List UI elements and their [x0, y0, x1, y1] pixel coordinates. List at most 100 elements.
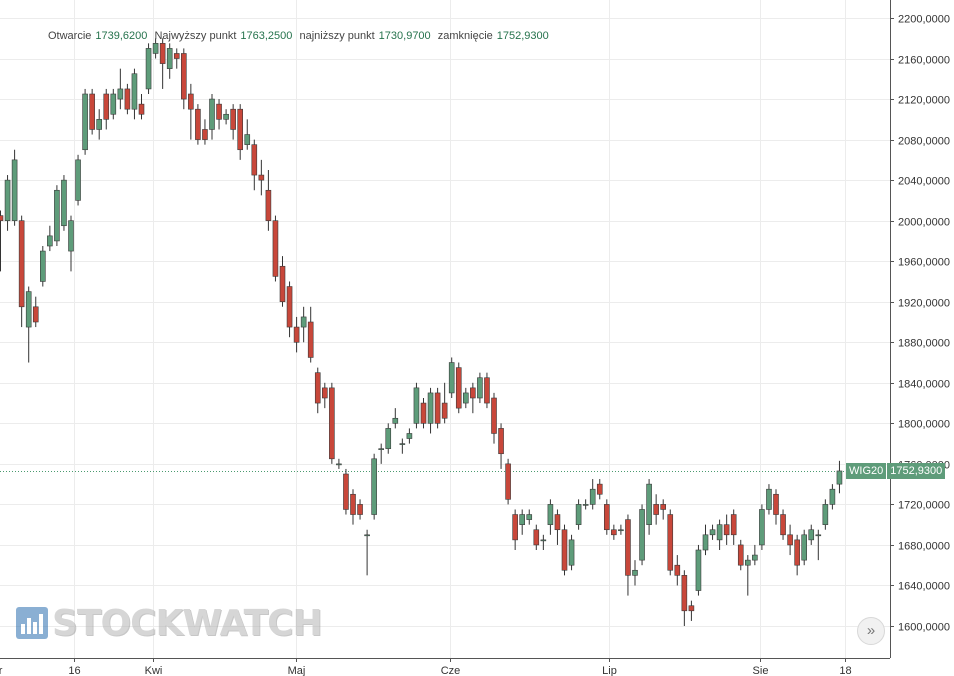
candle-body: [61, 179, 67, 227]
candle: [4, 175, 11, 231]
candle-body: [836, 470, 843, 485]
candle: [152, 38, 159, 59]
candle: [131, 68, 138, 120]
candle: [378, 443, 385, 464]
candle-body: [737, 544, 744, 566]
candle: [533, 524, 540, 550]
candle: [89, 88, 95, 135]
high-label: Najwyższy punkt: [154, 30, 237, 42]
candle: [18, 215, 25, 328]
candle-body: [378, 448, 385, 450]
candle-body: [505, 463, 511, 500]
y-tick-label: 2120,0000: [898, 95, 950, 107]
candle-body: [244, 134, 251, 145]
candle: [392, 408, 399, 429]
candle-body: [441, 402, 448, 419]
candle: [730, 509, 737, 545]
candle: [681, 570, 688, 626]
candle: [787, 524, 793, 556]
y-tick-label: 1920,0000: [898, 298, 950, 310]
candle: [596, 479, 603, 500]
candle: [723, 514, 730, 545]
x-tick-label: Sie: [753, 665, 769, 676]
candle-body: [808, 529, 815, 541]
candle: [364, 529, 370, 576]
low-value: 1730,9700: [378, 30, 431, 42]
price-tag-symbol: WIG20: [846, 463, 887, 479]
candle-body: [251, 144, 258, 176]
candle: [759, 504, 765, 550]
candle-body: [533, 529, 540, 546]
candle: [477, 372, 483, 404]
candles: [0, 38, 843, 626]
candle-body: [512, 514, 518, 541]
candle: [279, 256, 286, 307]
candle: [188, 83, 194, 140]
bar-chart-icon: [16, 607, 48, 639]
candle-body: [540, 539, 547, 542]
candle-body: [632, 569, 638, 576]
candle: [603, 499, 610, 535]
candle: [166, 43, 173, 79]
candle: [54, 185, 60, 246]
candle-body: [293, 326, 300, 343]
candle: [173, 48, 180, 69]
candle-body: [815, 534, 822, 537]
candle: [646, 479, 652, 535]
candle-body: [279, 265, 286, 303]
y-tick-label: 1840,0000: [898, 379, 950, 391]
candle: [371, 453, 377, 520]
candle-body: [75, 159, 81, 201]
candle-body: [11, 159, 18, 221]
candle: [61, 175, 67, 231]
candle: [11, 149, 18, 226]
candle: [265, 170, 272, 231]
ohlc-header: Otwarcie 1739,6200 Najwyższy punkt 1763,25…: [48, 30, 553, 42]
candle-body: [188, 93, 194, 110]
candle-body: [589, 488, 596, 505]
scroll-to-latest-button[interactable]: »: [857, 617, 885, 645]
candle: [575, 499, 582, 530]
open-value: 1739,6200: [95, 30, 148, 42]
candle-body: [420, 402, 427, 424]
candle-body: [138, 103, 145, 115]
candle-body: [357, 504, 363, 515]
candle-body: [462, 392, 469, 404]
candle-body: [392, 417, 399, 424]
y-tick-label: 1600,0000: [898, 622, 950, 634]
candle-body: [519, 514, 526, 525]
candle-body: [477, 377, 483, 399]
candle-body: [300, 316, 307, 328]
candle-body: [427, 392, 434, 424]
candle: [68, 215, 74, 272]
candle-body: [216, 103, 222, 120]
candle: [75, 154, 81, 206]
candle-body: [561, 529, 568, 571]
candle-body: [596, 483, 603, 495]
candle-body: [350, 493, 356, 515]
candle-body: [307, 321, 314, 358]
candle-body: [780, 514, 786, 536]
candle: [272, 215, 279, 282]
candle: [307, 306, 314, 363]
high-value: 1763,2500: [240, 30, 293, 42]
candle: [618, 524, 624, 535]
candle-body: [498, 428, 504, 455]
candle: [336, 458, 342, 469]
candle: [829, 484, 836, 510]
candle-body: [110, 93, 117, 115]
candle-body: [603, 504, 610, 531]
candle: [688, 600, 695, 621]
candle: [674, 555, 681, 586]
candle: [406, 428, 413, 444]
x-tick-label: 16: [68, 665, 80, 676]
candle-body: [159, 43, 166, 64]
candle-body: [730, 514, 737, 536]
price-tag-value: 1752,9300: [887, 463, 946, 479]
x-tick-label: 18: [839, 665, 851, 676]
candle-body: [343, 473, 349, 510]
candle-body: [181, 53, 187, 100]
candle-body: [723, 524, 730, 536]
